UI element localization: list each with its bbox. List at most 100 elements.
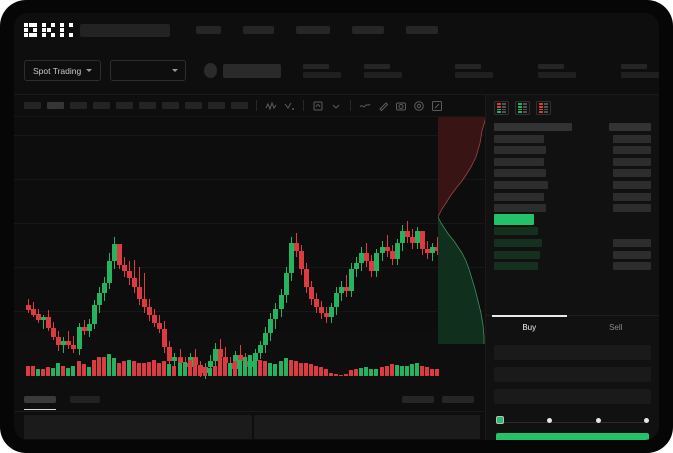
volume-bar: [222, 359, 227, 376]
order-book-row[interactable]: [486, 238, 659, 247]
volume-bar: [41, 369, 46, 376]
trading-mode-label: Spot Trading: [33, 65, 82, 76]
stepper-dot-4[interactable]: [643, 417, 649, 423]
timeframe-7[interactable]: [162, 102, 179, 109]
volume-bar: [293, 361, 298, 376]
amount-percent-stepper[interactable]: [486, 404, 659, 424]
tab-buy[interactable]: Buy: [486, 315, 573, 339]
order-book-row[interactable]: [486, 192, 659, 201]
volume-bar: [349, 370, 354, 376]
nav-item-1[interactable]: [196, 26, 221, 34]
volume-bar: [369, 368, 374, 376]
price-chart[interactable]: [14, 117, 484, 379]
volume-bar: [177, 363, 182, 376]
order-book-price: [494, 238, 542, 247]
volume-bar: [334, 373, 339, 376]
timeframe-6[interactable]: [139, 102, 156, 109]
stepper-dot-2[interactable]: [547, 417, 553, 423]
order-total-field[interactable]: [494, 389, 651, 404]
nav-item-5[interactable]: [406, 26, 438, 34]
alert-icon[interactable]: [312, 100, 324, 112]
timeframe-3[interactable]: [70, 102, 87, 109]
orderbook-bids-icon[interactable]: [515, 101, 530, 115]
order-book-price: [494, 250, 540, 259]
volume-bar: [313, 365, 318, 376]
timeframe-8[interactable]: [185, 102, 202, 109]
search-input[interactable]: [80, 23, 170, 37]
order-book-row[interactable]: [486, 262, 659, 271]
timeframe-4[interactable]: [93, 102, 110, 109]
orders-tab-bar: [14, 388, 484, 412]
eraser-icon[interactable]: [377, 100, 389, 112]
gridline: [14, 267, 484, 268]
nav-item-2[interactable]: [243, 26, 274, 34]
order-book-row[interactable]: [486, 204, 659, 213]
order-book-row[interactable]: [486, 146, 659, 155]
volume-bar: [31, 366, 36, 376]
timeframe-10[interactable]: [231, 102, 248, 109]
bottom-tab-2[interactable]: [70, 396, 100, 403]
order-book-rows[interactable]: [486, 121, 659, 313]
timeframe-9[interactable]: [208, 102, 225, 109]
order-book-row[interactable]: [486, 227, 659, 236]
order-book-row[interactable]: [486, 123, 659, 131]
depth-sell-line: [438, 117, 487, 218]
orders-panel-1[interactable]: [24, 415, 252, 439]
volume-bar: [278, 361, 283, 376]
volume-bar: [228, 362, 232, 376]
timeframe-2[interactable]: [47, 102, 64, 109]
indicators-icon[interactable]: [265, 100, 277, 112]
pair-select[interactable]: [110, 60, 187, 81]
camera-icon[interactable]: [395, 100, 407, 112]
volume-bar: [424, 367, 429, 376]
order-book-row[interactable]: [486, 180, 659, 189]
bottom-tab-1[interactable]: [24, 396, 56, 410]
volume-bar: [91, 359, 96, 376]
volume-bar: [172, 365, 177, 376]
orders-action-2[interactable]: [442, 396, 474, 403]
depth-svg: [438, 117, 487, 344]
volume-bar: [419, 365, 424, 376]
timeframe-1[interactable]: [24, 102, 41, 109]
stepper-dot-3[interactable]: [595, 417, 601, 423]
chevron-down-icon[interactable]: [330, 100, 342, 112]
volume-bar: [86, 367, 91, 376]
order-book-row[interactable]: [486, 157, 659, 166]
order-amount-field[interactable]: [494, 367, 651, 382]
order-book-row[interactable]: [486, 214, 659, 226]
nav-item-4[interactable]: [352, 26, 384, 34]
volume-bar: [303, 363, 308, 376]
volume-bar: [182, 361, 187, 376]
order-book-price: [494, 169, 546, 178]
settings-icon[interactable]: [413, 100, 425, 112]
gridline: [14, 223, 484, 224]
order-book-price: [494, 262, 538, 271]
orderbook-both-icon[interactable]: [494, 101, 509, 115]
pair-name: [223, 63, 282, 78]
compare-icon[interactable]: [283, 100, 295, 112]
orderbook-asks-icon[interactable]: [536, 101, 551, 115]
order-price-field[interactable]: [494, 345, 651, 360]
line-chart-icon[interactable]: [359, 100, 371, 112]
order-book-row[interactable]: [486, 134, 659, 143]
submit-order-button[interactable]: [496, 433, 649, 440]
volume-bar: [192, 364, 197, 376]
nav-item-3[interactable]: [296, 26, 330, 34]
timeframe-5[interactable]: [116, 102, 133, 109]
volume-bar: [238, 359, 243, 376]
okx-logo-icon[interactable]: [24, 23, 73, 37]
order-book-row[interactable]: [486, 169, 659, 178]
volume-bar: [26, 365, 30, 376]
orders-panel-2[interactable]: [254, 415, 480, 439]
orders-action-1[interactable]: [402, 396, 434, 403]
volume-bar: [268, 362, 273, 376]
trading-mode-selector[interactable]: Spot Trading: [24, 60, 102, 81]
tab-sell[interactable]: Sell: [609, 323, 623, 332]
volume-bar: [127, 359, 131, 376]
fullscreen-icon[interactable]: [431, 100, 443, 112]
stepper-handle[interactable]: [496, 416, 504, 424]
volume-bar: [409, 364, 414, 376]
order-book-row[interactable]: [486, 250, 659, 259]
toolbar-divider: [303, 100, 304, 111]
order-book-price: [494, 157, 544, 166]
